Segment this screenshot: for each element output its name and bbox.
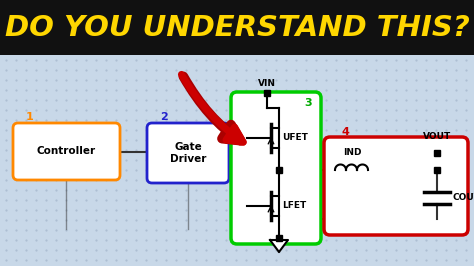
Text: 4: 4: [342, 127, 350, 137]
Text: VOUT: VOUT: [423, 132, 451, 141]
Text: DO YOU UNDERSTAND THIS?: DO YOU UNDERSTAND THIS?: [5, 14, 469, 41]
FancyBboxPatch shape: [13, 123, 120, 180]
Text: Gate
Driver: Gate Driver: [170, 142, 206, 164]
Text: COUT: COUT: [453, 193, 474, 202]
Text: 3: 3: [304, 98, 312, 108]
FancyBboxPatch shape: [231, 92, 321, 244]
FancyBboxPatch shape: [147, 123, 229, 183]
Text: UFET: UFET: [282, 134, 308, 143]
FancyBboxPatch shape: [324, 137, 468, 235]
Text: 1: 1: [26, 112, 34, 122]
Text: VIN: VIN: [258, 80, 276, 89]
Polygon shape: [270, 240, 288, 252]
Text: IND: IND: [343, 148, 361, 157]
Text: Controller: Controller: [37, 147, 96, 156]
Text: LFET: LFET: [282, 202, 306, 210]
Text: 2: 2: [160, 112, 168, 122]
FancyBboxPatch shape: [0, 0, 474, 55]
